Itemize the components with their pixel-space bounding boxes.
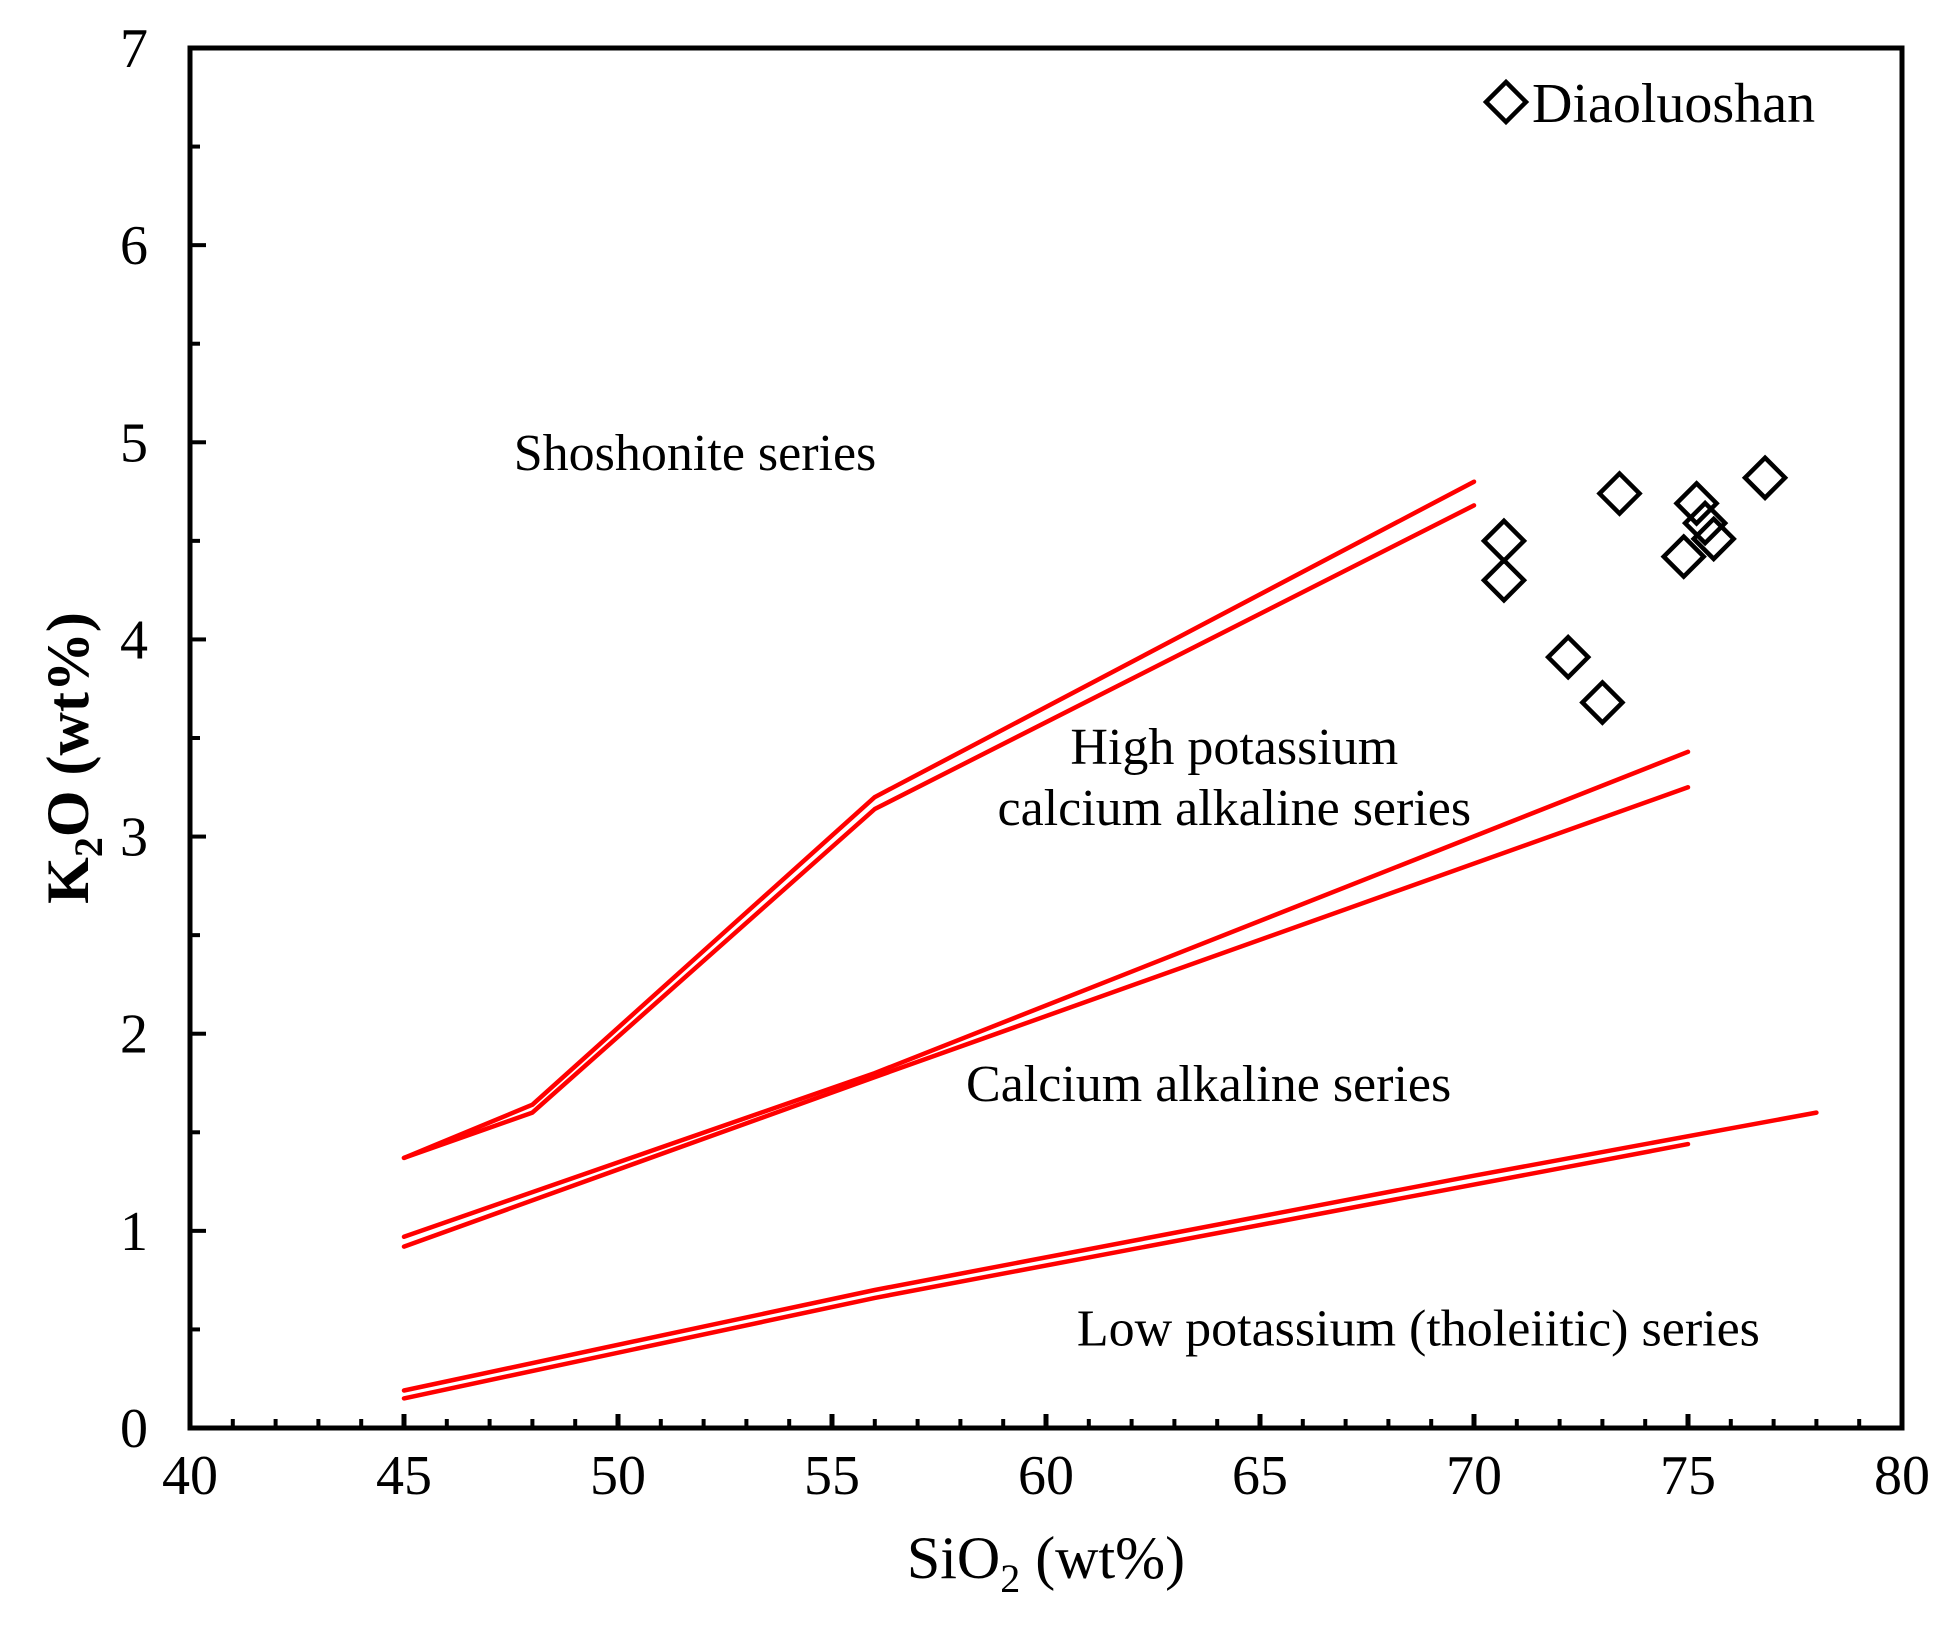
data-point-diamond: [1690, 515, 1737, 563]
boundary-line: [401, 503, 1477, 1161]
y-axis-title: K2O (wt%): [35, 612, 111, 904]
y-tick-label: 2: [120, 1004, 148, 1066]
y-tick-label: 3: [120, 807, 148, 869]
data-points: [1480, 454, 1789, 726]
x-tick-label: 40: [162, 1445, 218, 1507]
y-tick-label: 0: [120, 1398, 148, 1460]
boundary-line: [401, 785, 1691, 1249]
data-point-diamond: [1596, 470, 1643, 517]
boundary-line: [401, 1110, 1819, 1393]
y-tick-label: 7: [120, 18, 148, 80]
data-point-diamond: [1480, 557, 1528, 604]
x-tick-label: 65: [1232, 1445, 1288, 1507]
x-tick-label: 50: [590, 1445, 646, 1507]
legend-diamond-marker: [1482, 78, 1530, 126]
boundary-lines: [401, 479, 1819, 1401]
y-tick-label: 5: [120, 412, 148, 474]
data-point-diamond: [1660, 533, 1707, 580]
x-tick-label: 45: [376, 1445, 432, 1507]
region-label: calcium alkaline series: [998, 780, 1472, 837]
data-point-diamond: [1681, 499, 1729, 547]
data-point-diamond: [1673, 480, 1720, 527]
y-tick-label: 6: [120, 215, 148, 277]
x-tick-label: 75: [1660, 1445, 1716, 1507]
boundary-line: [401, 749, 1691, 1240]
data-point-diamond: [1544, 633, 1592, 681]
data-point-diamond: [1480, 517, 1528, 565]
region-label: Calcium alkaline series: [966, 1056, 1451, 1113]
x-tick-label: 60: [1018, 1445, 1074, 1507]
boundary-line: [401, 1141, 1691, 1401]
y-tick-label: 1: [120, 1201, 148, 1263]
boundary-line: [401, 479, 1477, 1161]
x-axis-title: SiO2 (wt%): [907, 1525, 1185, 1601]
x-tick-label: 55: [804, 1445, 860, 1507]
data-point-diamond: [1741, 454, 1789, 501]
y-tick-label: 4: [120, 609, 148, 671]
axis-titles: SiO2 (wt%) K2O (wt%): [35, 612, 1185, 1601]
region-label: Low potassium (tholeiitic) series: [1077, 1300, 1760, 1357]
x-tick-label: 80: [1874, 1445, 1930, 1507]
legend-label: Diaoluoshan: [1532, 73, 1815, 135]
legend: Diaoluoshan: [1482, 73, 1815, 135]
region-label: High potassium: [1070, 719, 1398, 776]
region-label: Shoshonite series: [514, 425, 877, 482]
x-tick-label: 70: [1446, 1445, 1502, 1507]
data-point-diamond: [1579, 679, 1626, 726]
